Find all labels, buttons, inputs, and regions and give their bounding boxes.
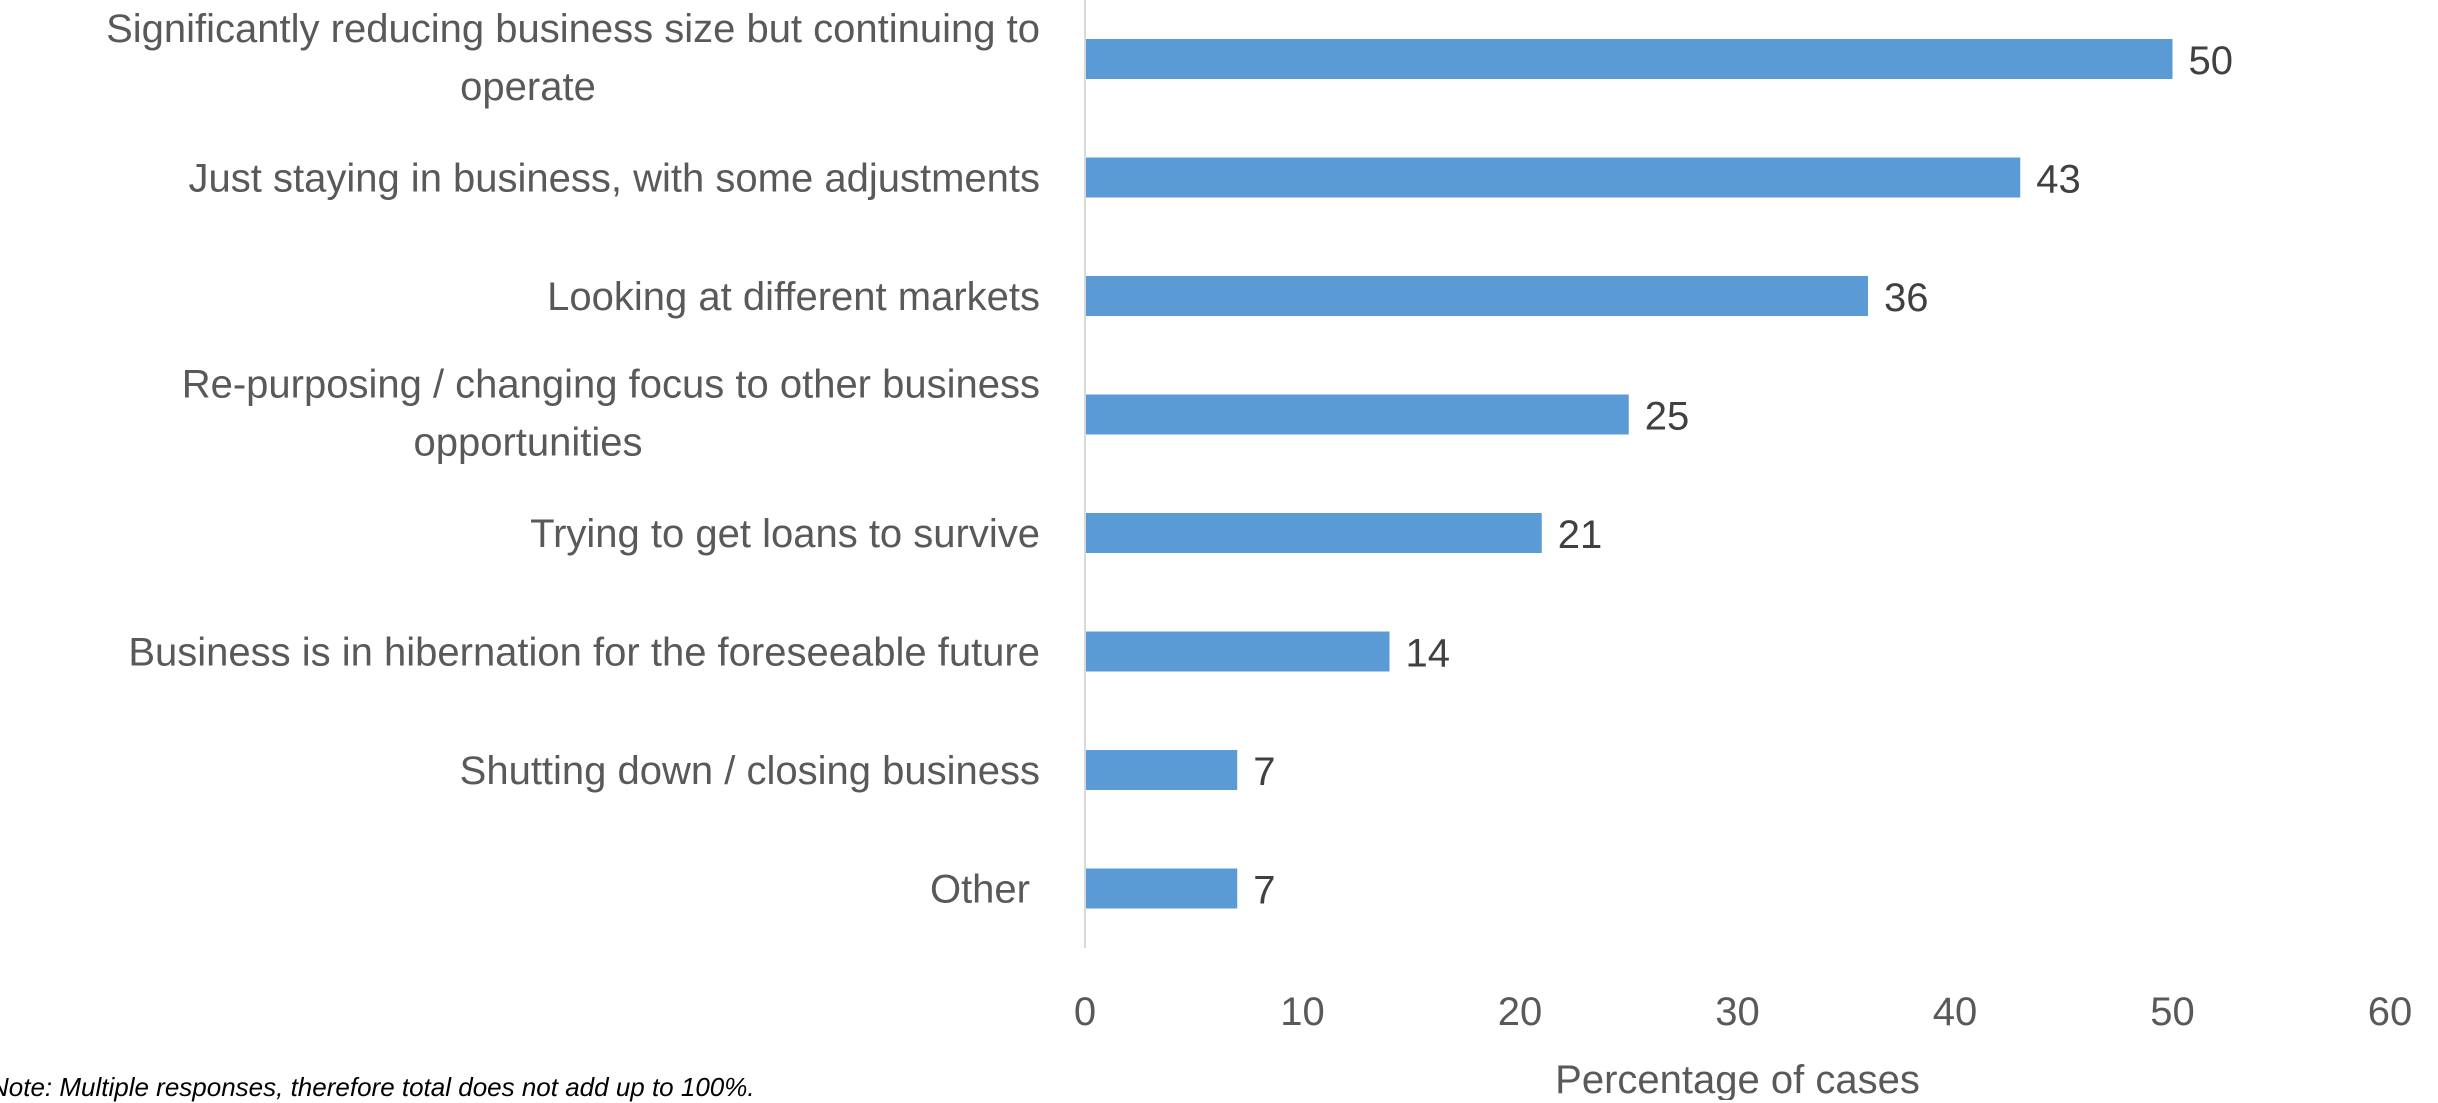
- bar: [1086, 750, 1238, 790]
- category-label: Shutting down / closing business: [460, 749, 1040, 793]
- category-label: Looking at different markets: [547, 275, 1040, 319]
- x-tick-label: 40: [1933, 990, 1978, 1034]
- data-label: 36: [1884, 276, 1929, 320]
- data-labels-group: 50 43 36 25 21 14 7 7: [1253, 39, 2233, 913]
- x-tick-label: 60: [2368, 990, 2413, 1034]
- bars-group: [1086, 39, 2173, 909]
- data-label: 14: [1406, 632, 1451, 676]
- data-label: 50: [2189, 39, 2234, 83]
- data-label: 25: [1645, 395, 1690, 439]
- category-labels-group: Significantly reducing business size but…: [106, 7, 1040, 912]
- bar: [1086, 39, 2173, 79]
- category-label: Business is in hibernation for the fores…: [128, 631, 1040, 675]
- bar: [1086, 394, 1629, 435]
- category-label: Significantly reducing business size but…: [106, 7, 1040, 51]
- data-label: 7: [1253, 750, 1275, 794]
- bar: [1086, 868, 1238, 909]
- x-tick-label: 50: [2150, 990, 2195, 1034]
- bar: [1086, 157, 2021, 198]
- data-label: 7: [1253, 869, 1275, 913]
- footnote: Note: Multiple responses, therefore tota…: [0, 1072, 755, 1102]
- x-tick-labels-group: 0 10 20 30 40 50 60: [1074, 990, 2412, 1034]
- bar: [1086, 631, 1390, 672]
- x-tick-label: 0: [1074, 990, 1096, 1034]
- x-axis-title: Percentage of cases: [1555, 1058, 1920, 1100]
- data-label: 21: [1558, 513, 1603, 557]
- x-tick-label: 10: [1280, 990, 1325, 1034]
- category-label: Other: [930, 868, 1030, 912]
- x-tick-label: 20: [1498, 990, 1543, 1034]
- category-label: opportunities: [413, 421, 642, 465]
- category-label: Trying to get loans to survive: [530, 512, 1040, 556]
- category-label: Just staying in business, with some adju…: [188, 157, 1040, 201]
- category-label: operate: [460, 65, 596, 109]
- bar: [1086, 276, 1868, 316]
- data-label: 43: [2036, 158, 2081, 202]
- bar: [1086, 513, 1542, 553]
- category-label: Re-purposing / changing focus to other b…: [182, 363, 1040, 407]
- x-tick-label: 30: [1715, 990, 1760, 1034]
